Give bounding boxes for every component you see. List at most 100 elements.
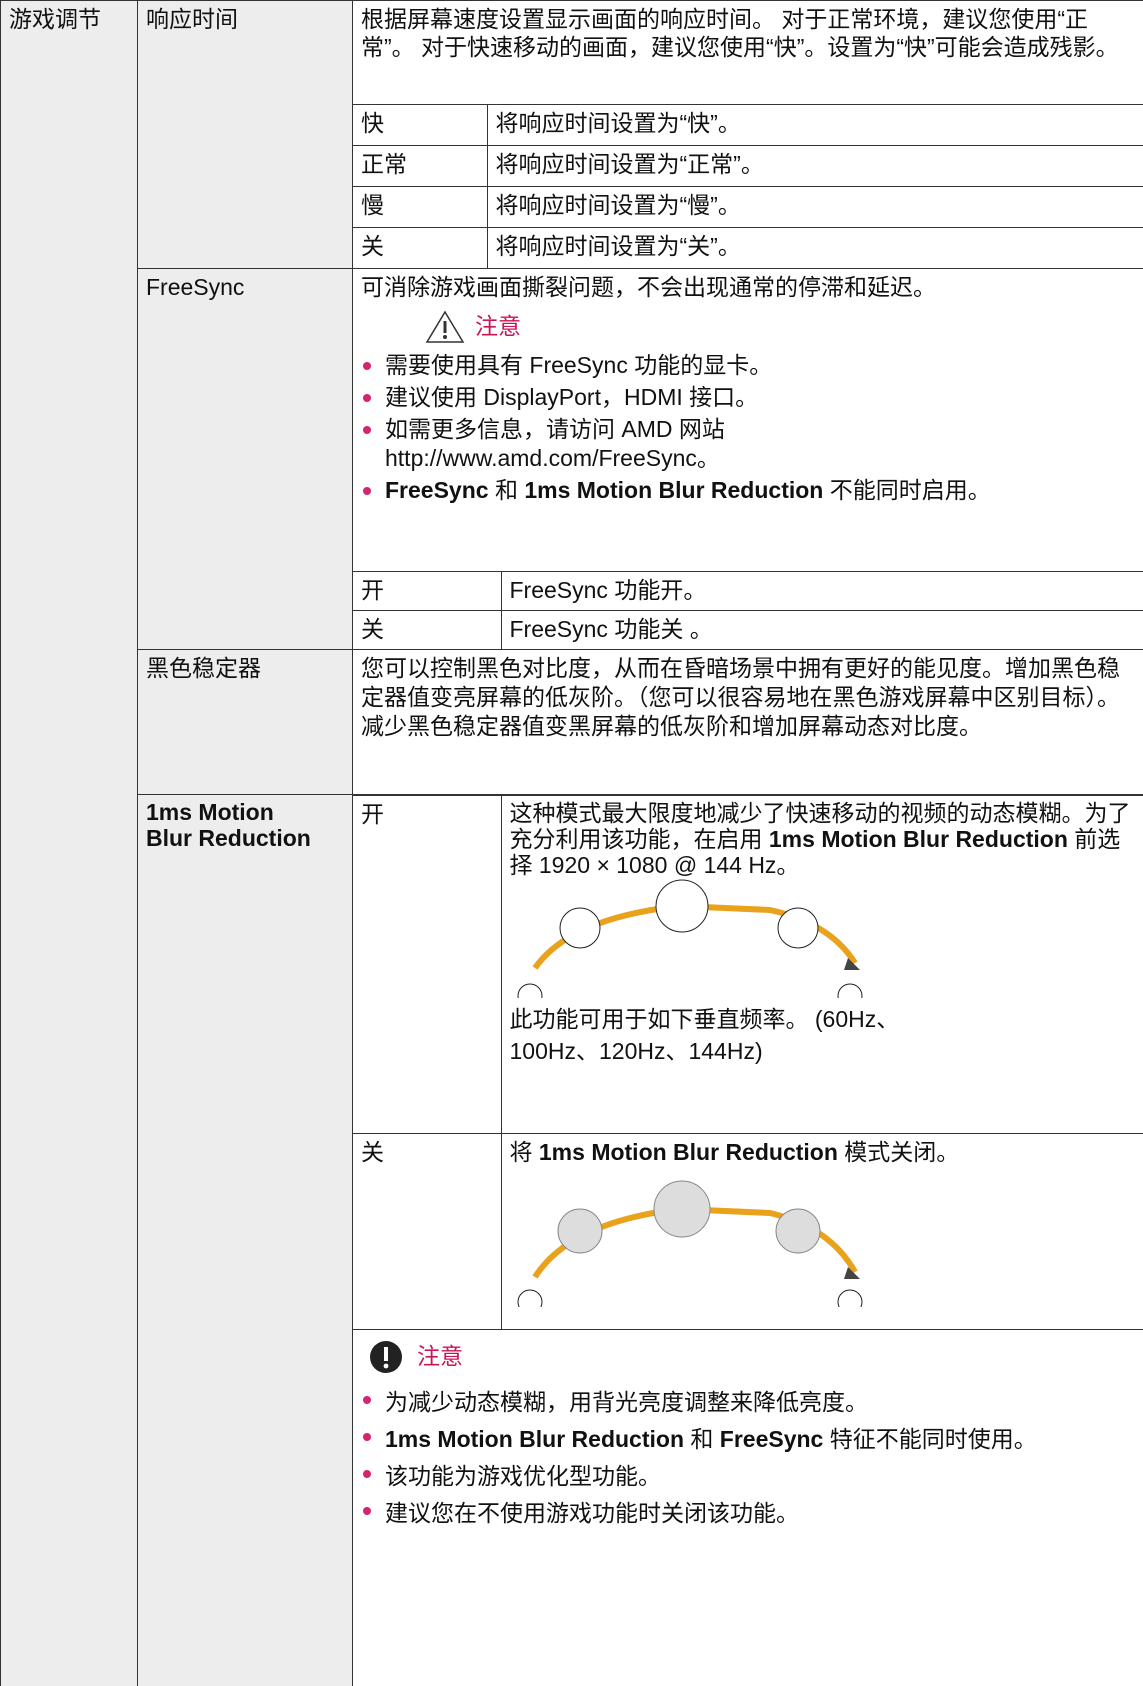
circle-element: [775, 1208, 820, 1254]
text: 不能同时启用。: [823, 476, 991, 503]
text: 这种模式最大限度地减少了快速移动的视频的动态模糊。为了充分利用该功能，在启用: [509, 800, 1131, 852]
desc-cell: 开 这种模式最大限度地减少了快速移动的视频的动态模糊。为了充分利用该功能，在启用…: [352, 794, 1143, 1686]
note-header: 注意: [353, 1340, 1143, 1382]
text: 前选择 1920 × 1080 @ 144 Hz。: [509, 826, 1121, 878]
text: 将响应时间设置为“快”。: [487, 104, 1143, 146]
circle-element: [837, 1289, 862, 1315]
tr-element: 快将响应时间设置为“快”。: [353, 104, 1143, 146]
circle-element: [777, 907, 818, 949]
note: FreeSync 和 1ms Motion Blur Reduction 不能同…: [363, 476, 1125, 505]
text: 1ms Motion Blur Reduction: [768, 826, 1068, 852]
text: 关: [353, 1133, 502, 1329]
note: 该功能为游戏优化型功能。: [363, 1459, 1143, 1493]
note: 建议使用 DisplayPort，HDMI 接口。: [363, 383, 1143, 412]
text: 特征不能同时使用。: [823, 1425, 1037, 1452]
tr-element: 开 FreeSync 功能开。: [353, 570, 1143, 611]
circle-element: [653, 1180, 710, 1238]
circle-element: [557, 1208, 602, 1254]
text: 将: [509, 1139, 539, 1165]
warning-icon: [425, 310, 465, 343]
text: FreeSync 功能开。: [501, 570, 1143, 611]
td-element: 将 1ms Motion Blur Reduction 模式关闭。: [501, 1133, 1143, 1329]
text: 建议使用 DisplayPort，HDMI 接口。: [385, 383, 759, 410]
div-element: 注意 为减少动态模糊，用背光亮度调整来降低亮度。 1ms Motion Blur…: [353, 1328, 1143, 1543]
text: 将响应时间设置为“关”。: [487, 227, 1143, 268]
text: 需要使用具有 FreeSync 功能的显卡。: [385, 351, 773, 378]
row: FreeSync 可消除游戏画面撕裂问题，不会出现通常的停滞和延迟。 注意 需要…: [1, 267, 1143, 650]
div-element: 可消除游戏画面撕裂问题，不会出现通常的停滞和延迟。 注意 需要使用具有 Free…: [353, 269, 1143, 571]
tr-element: 关 FreeSync 功能关 。: [353, 609, 1143, 649]
item-name: 黑色稳定器: [146, 655, 261, 681]
tbody-element: 快将响应时间设置为“快”。 正常 将响应时间设置为“正常”。 慢将响应时间设置为“…: [353, 104, 1143, 268]
circle-element: [517, 1289, 542, 1315]
note: 1ms Motion Blur Reduction 和 FreeSync 特征不…: [363, 1422, 1085, 1456]
row: 1ms Motion Blur Reduction 开 这种模式最大限度地减少了…: [1, 794, 1143, 1686]
option-table: 开 FreeSync 功能开。 关 FreeSync 功能关 。: [353, 570, 1143, 649]
note-title: 注意: [475, 313, 521, 339]
tbody-element: 开 这种模式最大限度地减少了快速移动的视频的动态模糊。为了充分利用该功能，在启用…: [353, 795, 1143, 1329]
text: FreeSync: [385, 476, 489, 503]
text: 建议您在不使用游戏功能时关闭该功能。: [385, 1499, 799, 1526]
text: 将响应时间设置为“慢”。: [487, 186, 1143, 228]
tr-element: 关将响应时间设置为“关”。: [353, 227, 1143, 268]
tr-element: 慢将响应时间设置为“慢”。: [353, 186, 1143, 228]
text: FreeSync: [719, 1425, 824, 1452]
text: 将响应时间设置为“正常”。: [487, 145, 1143, 187]
note: 为减少动态模糊，用背光亮度调整来降低亮度。: [363, 1385, 1143, 1419]
blurred-ball-illustration: [517, 1180, 862, 1315]
description: 可消除游戏画面撕裂问题，不会出现通常的停滞和延迟。: [361, 273, 936, 300]
name-cell: 响应时间: [137, 0, 353, 269]
desc-cell: 根据屏幕速度设置显示画面的响应时间。 对于正常环境，建议您使用“正常”。 对于快…: [352, 0, 1143, 269]
rect-element: [443, 320, 447, 333]
text: 关: [353, 609, 502, 649]
tr-element: 正常 将响应时间设置为“正常”。: [353, 145, 1143, 187]
path-element: [425, 310, 465, 343]
item-name: FreeSync: [146, 273, 245, 300]
tr-element: 关 将 1ms Motion Blur Reduction 模式关闭。: [353, 1133, 1143, 1329]
circle-element: [837, 983, 862, 1009]
note: 建议您在不使用游戏功能时关闭该功能。: [363, 1496, 1143, 1530]
note-list: 为减少动态模糊，用背光亮度调整来降低亮度。 1ms Motion Blur Re…: [353, 1385, 1143, 1530]
tr-element: 开 这种模式最大限度地减少了快速移动的视频的动态模糊。为了充分利用该功能，在启用…: [353, 795, 1143, 1134]
text: 如需更多信息，请访问 AMD 网站 http://www.amd.com/Fre…: [385, 415, 725, 471]
text: 开: [353, 795, 502, 1134]
text: 该功能为游戏优化型功能。: [385, 1462, 661, 1489]
description: 您可以控制黑色对比度，从而在昏暗场景中拥有更好的能见度。增加黑色稳定器值变亮屏幕…: [361, 655, 1120, 739]
name-cell: FreeSync: [137, 267, 353, 650]
row: 黑色稳定器 您可以控制黑色对比度，从而在昏暗场景中拥有更好的能见度。增加黑色稳定…: [1, 649, 1143, 795]
div-element: 将 1ms Motion Blur Reduction 模式关闭。: [510, 1138, 1136, 1167]
td-element: 这种模式最大限度地减少了快速移动的视频的动态模糊。为了充分利用该功能，在启用 1…: [501, 795, 1143, 1134]
description: 根据屏幕速度设置显示画面的响应时间。 对于正常环境，建议您使用“正常”。 对于快…: [361, 6, 1119, 60]
note-header: 注意: [353, 306, 1143, 348]
text: 此功能可用于如下垂直频率。 (60Hz、100Hz、120Hz、144Hz): [509, 1006, 900, 1064]
text: FreeSync 功能关 。: [501, 609, 1143, 649]
circle-element: [383, 1363, 389, 1368]
tbody-element: 开 FreeSync 功能开。 关 FreeSync 功能关 。: [353, 570, 1143, 649]
caution-icon: [370, 1340, 402, 1373]
name-cell: 黑色稳定器: [137, 649, 353, 795]
circle-element: [655, 879, 708, 933]
path-element: [843, 958, 860, 970]
text: 正常: [353, 145, 488, 187]
text: 1ms Motion Blur Reduction: [538, 1139, 838, 1165]
item-name: 响应时间: [146, 6, 238, 32]
text: 模式关闭。: [837, 1139, 960, 1165]
option-table: 开 这种模式最大限度地减少了快速移动的视频的动态模糊。为了充分利用该功能，在启用…: [353, 795, 1143, 1329]
item-name: 1ms Motion Blur Reduction: [146, 799, 311, 851]
text: 和: [488, 476, 525, 503]
note-list: 需要使用具有 FreeSync 功能的显卡。 建议使用 DisplayPort，…: [353, 351, 1143, 505]
desc-cell: 您可以控制黑色对比度，从而在昏暗场景中拥有更好的能见度。增加黑色稳定器值变亮屏幕…: [352, 649, 1143, 795]
text: 快: [353, 104, 488, 146]
note-title: 注意: [417, 1343, 463, 1369]
text: 开: [353, 570, 502, 611]
note: 如需更多信息，请访问 AMD 网站 http://www.amd.com/Fre…: [363, 415, 945, 473]
text: 1ms Motion Blur Reduction: [524, 476, 824, 503]
rect-element: [384, 1346, 388, 1361]
name-cell: 1ms Motion Blur Reduction: [137, 794, 353, 1686]
section-cell: 游戏调节: [0, 0, 138, 1686]
